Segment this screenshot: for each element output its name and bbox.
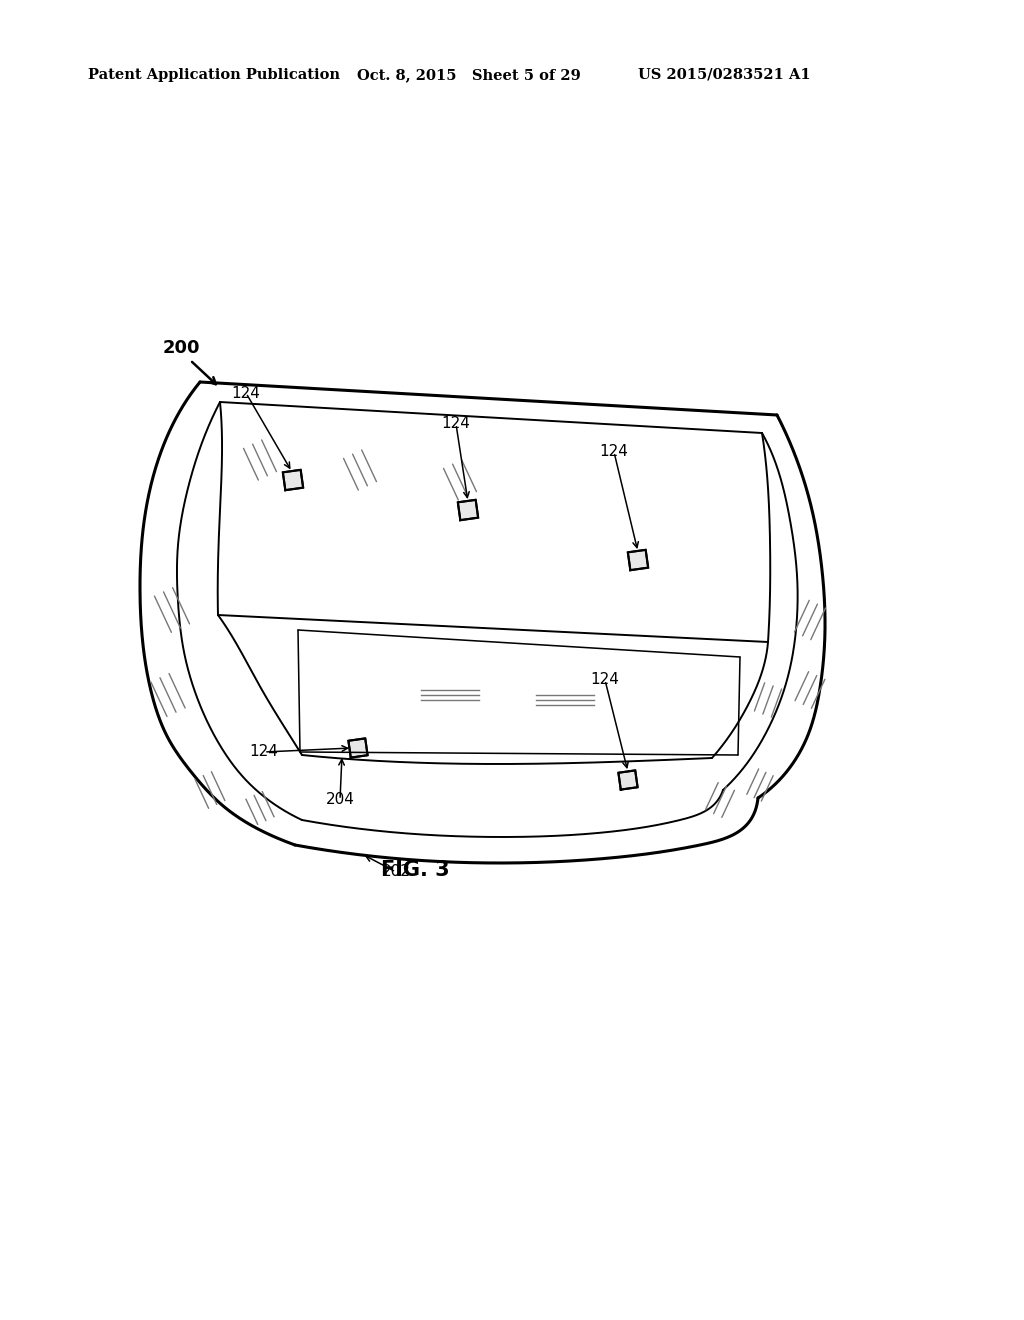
- Text: 124: 124: [600, 445, 629, 459]
- Polygon shape: [458, 500, 478, 520]
- Text: US 2015/0283521 A1: US 2015/0283521 A1: [638, 69, 811, 82]
- Text: 204: 204: [326, 792, 354, 808]
- Polygon shape: [283, 470, 303, 490]
- Text: 124: 124: [591, 672, 620, 688]
- Polygon shape: [618, 771, 638, 789]
- Text: 200: 200: [163, 339, 201, 356]
- Text: 124: 124: [250, 744, 279, 759]
- Text: 202: 202: [382, 865, 411, 879]
- Text: 124: 124: [441, 417, 470, 432]
- Text: FIG. 3: FIG. 3: [381, 861, 450, 880]
- Polygon shape: [348, 738, 368, 758]
- Text: Patent Application Publication: Patent Application Publication: [88, 69, 340, 82]
- Text: 124: 124: [231, 385, 260, 400]
- Text: Oct. 8, 2015   Sheet 5 of 29: Oct. 8, 2015 Sheet 5 of 29: [357, 69, 581, 82]
- Polygon shape: [628, 550, 648, 570]
